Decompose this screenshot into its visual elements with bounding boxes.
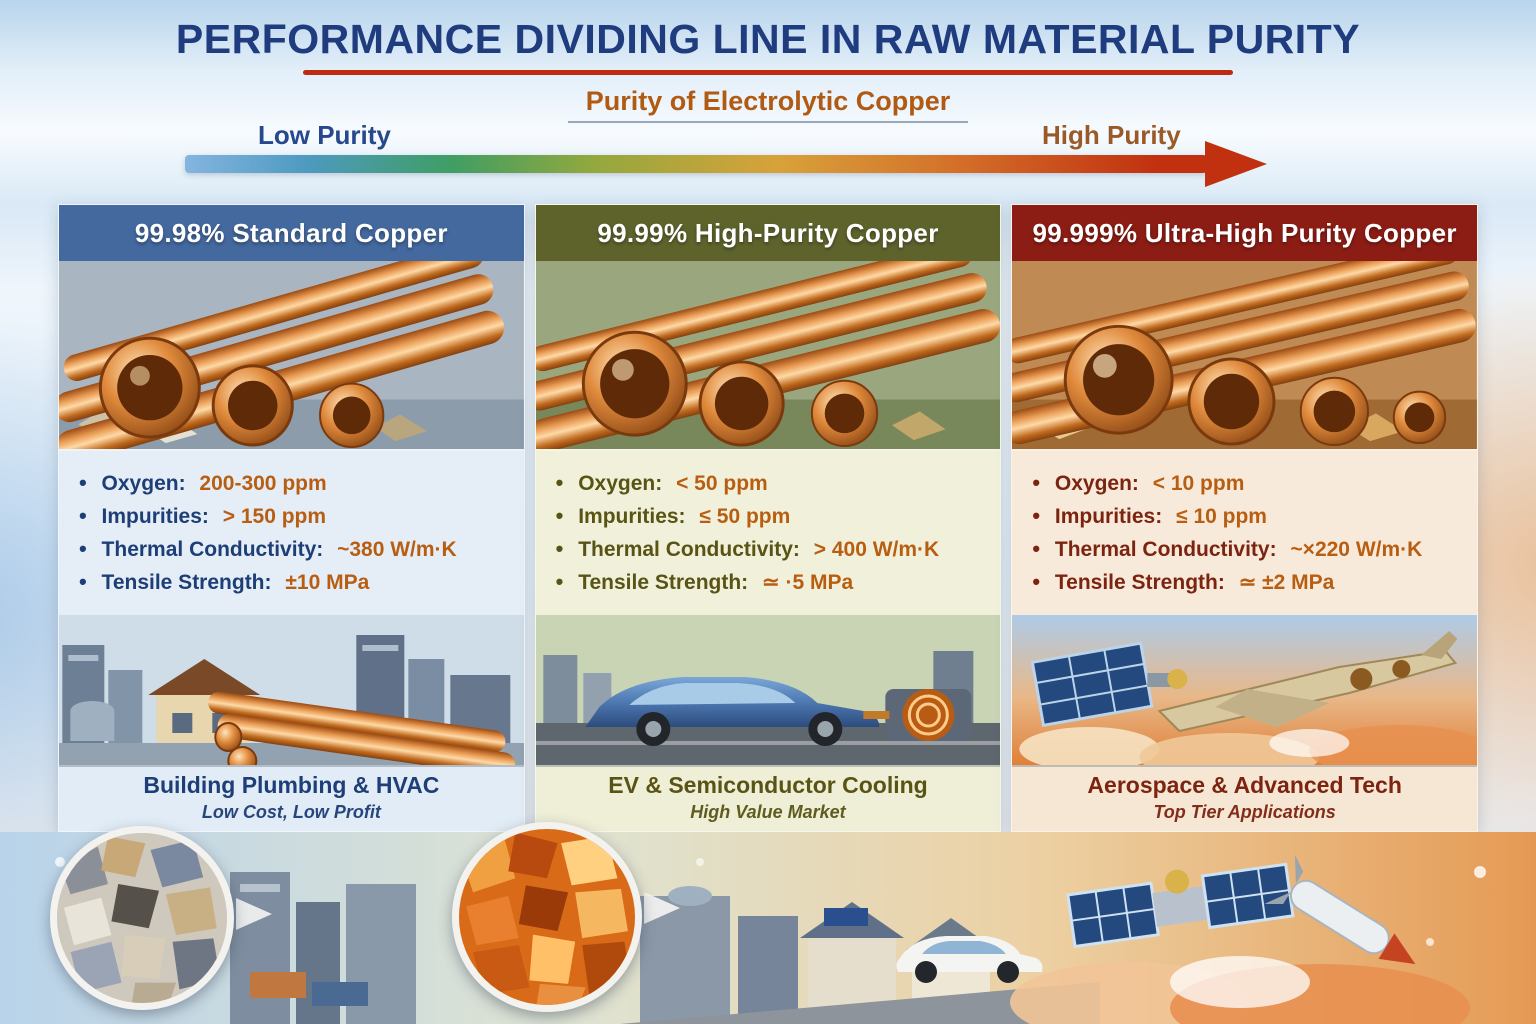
spec-tensile-strength: Tensile Strength: ≃ ·5 MPa [556, 569, 985, 595]
spec-list-standard: Oxygen: 200-300 ppm Impurities: > 150 pp… [59, 451, 524, 615]
spec-label: Thermal Conductivity: [578, 538, 800, 561]
application-scene-aerospace [1012, 615, 1477, 765]
spec-impurities: Impurities: ≤ 50 ppm [556, 503, 985, 529]
spec-list-high-purity: Oxygen: < 50 ppm Impurities: ≤ 50 ppm Th… [535, 451, 1001, 615]
spec-oxygen: Oxygen: 200-300 ppm [79, 470, 508, 496]
purity-gradient-arrow [185, 155, 1207, 173]
spec-value: ±10 MPa [285, 571, 370, 594]
spec-oxygen: Oxygen: < 50 ppm [556, 470, 985, 496]
caption-band-standard: Building Plumbing & HVAC Low Cost, Low P… [59, 765, 524, 831]
comparison-columns: 99.98% Standard Copper [58, 204, 1478, 832]
microstructure-inset-minerals [50, 826, 234, 1010]
spec-impurities: Impurities: ≤ 10 ppm [1032, 503, 1461, 529]
application-scene-ev [535, 615, 1001, 765]
spec-value: 200-300 ppm [199, 472, 327, 495]
market-caption: Low Cost, Low Profit [201, 801, 381, 822]
spec-tensile-strength: Tensile Strength: ≃ ±2 MPa [1032, 569, 1461, 595]
column-header-ultra-high: 99.999% Ultra-High Purity Copper [1012, 205, 1477, 261]
spec-oxygen: Oxygen: < 10 ppm [1032, 470, 1461, 496]
application-scene-plumbing [59, 615, 524, 765]
copper-pipes-image-ultra-high [1012, 261, 1477, 451]
purity-arrow-head-icon [1205, 141, 1267, 187]
spec-label: Oxygen: [578, 472, 663, 495]
spec-thermal-conductivity: Thermal Conductivity: ~380 W/m·K [79, 536, 508, 562]
spec-value: < 50 ppm [676, 472, 768, 495]
spec-impurities: Impurities: > 150 ppm [79, 503, 508, 529]
subtitle-wrap: Purity of Electrolytic Copper [0, 86, 1536, 123]
column-standard-copper: 99.98% Standard Copper [58, 204, 525, 832]
application-caption: Aerospace & Advanced Tech [1087, 771, 1402, 798]
spec-value: ≤ 50 ppm [699, 505, 791, 528]
spec-label: Thermal Conductivity: [101, 538, 324, 561]
microstructure-inset-copper-crystals [452, 822, 642, 1012]
page-title: PERFORMANCE DIVIDING LINE IN RAW MATERIA… [175, 16, 1361, 62]
copper-pipes-image-high-purity [535, 261, 1001, 451]
spec-label: Impurities: [101, 505, 209, 528]
spec-label: Impurities: [1054, 505, 1163, 528]
bottom-scene-strip [0, 832, 1536, 1024]
page-subtitle: Purity of Electrolytic Copper [567, 86, 969, 123]
spec-label: Impurities: [578, 505, 686, 528]
spec-value: > 150 ppm [222, 505, 327, 528]
caption-band-high-purity: EV & Semiconductor Cooling High Value Ma… [535, 765, 1001, 831]
title-underline [303, 70, 1233, 75]
caption-band-ultra-high: Aerospace & Advanced Tech Top Tier Appli… [1012, 765, 1477, 831]
application-caption: EV & Semiconductor Cooling [608, 771, 928, 798]
spec-list-ultra-high: Oxygen: < 10 ppm Impurities: ≤ 10 ppm Th… [1012, 451, 1477, 615]
spec-value: < 10 ppm [1152, 472, 1245, 495]
high-purity-label: High Purity [1042, 120, 1181, 150]
column-header-high-purity: 99.99% High-Purity Copper [535, 205, 1001, 261]
spec-value: ~380 W/m·K [337, 538, 457, 561]
market-caption: High Value Market [690, 801, 846, 822]
spec-value: ~×220 W/m·K [1290, 538, 1423, 561]
spec-label: Tensile Strength: [1054, 571, 1225, 594]
copper-pipes-image-standard [59, 261, 524, 451]
spec-value: > 400 W/m·K [813, 538, 940, 561]
spec-value: ≃ ·5 MPa [762, 571, 854, 594]
spec-value: ≤ 10 ppm [1176, 505, 1267, 528]
low-purity-label: Low Purity [258, 120, 391, 150]
spec-label: Tensile Strength: [578, 571, 749, 594]
spec-label: Oxygen: [1054, 472, 1139, 495]
spec-label: Thermal Conductivity: [1054, 538, 1277, 561]
spec-tensile-strength: Tensile Strength: ±10 MPa [79, 569, 508, 595]
spec-label: Tensile Strength: [101, 571, 272, 594]
spec-thermal-conductivity: Thermal Conductivity: > 400 W/m·K [556, 536, 985, 562]
spec-value: ≃ ±2 MPa [1238, 571, 1335, 594]
inset-pointer-icon [644, 892, 680, 924]
column-high-purity-copper: 99.99% High-Purity Copper [534, 204, 1002, 832]
inset-pointer-icon [236, 898, 272, 930]
market-caption: Top Tier Applications [1153, 801, 1336, 822]
spec-thermal-conductivity: Thermal Conductivity: ~×220 W/m·K [1032, 536, 1461, 562]
column-ultra-high-purity-copper: 99.999% Ultra-High Purity Copper [1011, 204, 1478, 832]
column-header-standard: 99.98% Standard Copper [59, 205, 524, 261]
application-caption: Building Plumbing & HVAC [143, 771, 440, 798]
spec-label: Oxygen: [101, 472, 186, 495]
